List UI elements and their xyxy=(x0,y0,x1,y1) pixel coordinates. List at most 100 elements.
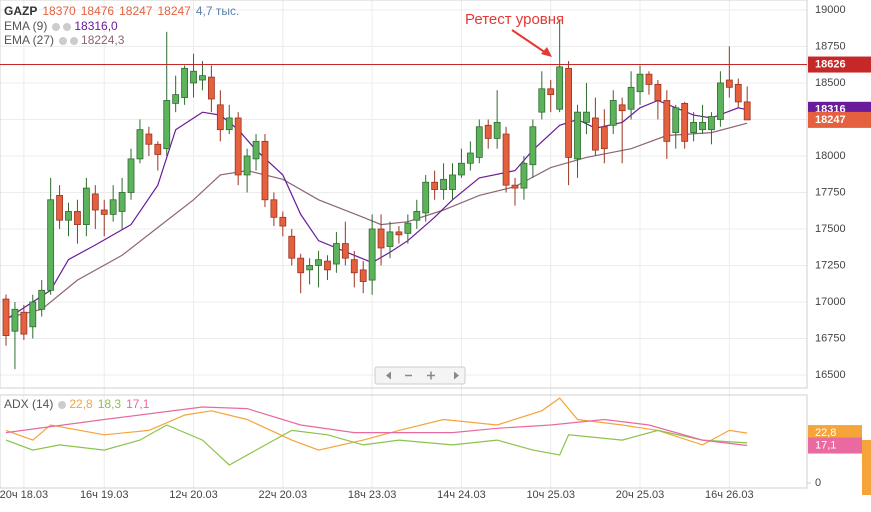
zoom-in[interactable] xyxy=(427,371,435,380)
open: 18370 xyxy=(42,4,76,18)
y-tick-label: 0 xyxy=(815,477,821,489)
candle-body xyxy=(565,67,572,158)
candle-body xyxy=(38,289,46,310)
candle-body xyxy=(413,211,421,221)
candle-body xyxy=(368,228,376,281)
candle-body xyxy=(422,181,430,214)
legend-value: 18224,3 xyxy=(81,33,125,47)
ema9-legend: EMA (9) 18316,0 xyxy=(4,19,123,33)
nav-buttons xyxy=(374,366,466,385)
candle-body xyxy=(600,126,608,150)
candle-body xyxy=(574,111,581,160)
candle-body xyxy=(708,116,715,131)
eye-icon[interactable] xyxy=(52,22,61,31)
candle-body xyxy=(29,301,37,328)
legend-name: EMA (9) xyxy=(4,19,48,33)
candle-body xyxy=(743,101,751,121)
candle-body xyxy=(261,140,269,201)
scroll-right[interactable] xyxy=(454,371,459,380)
candle-body xyxy=(609,100,617,126)
x-tick-label: 22ч 20.03 xyxy=(259,489,308,501)
candle-body xyxy=(109,199,117,215)
nav-bar xyxy=(374,366,466,385)
candle-body xyxy=(493,121,501,139)
x-tick-label: 16ч 19.03 xyxy=(80,489,129,501)
candle-body xyxy=(20,311,28,335)
candle-body xyxy=(636,73,644,93)
candle-body xyxy=(672,107,680,133)
candle-body xyxy=(145,133,153,145)
eye-icon[interactable] xyxy=(59,36,68,45)
candle-body xyxy=(82,187,90,225)
candle-body xyxy=(502,133,510,186)
candle-body xyxy=(449,174,456,190)
scroll-left[interactable] xyxy=(386,371,391,380)
close-tag: 18247 xyxy=(815,114,846,126)
adx-line xyxy=(5,397,748,451)
candle-body xyxy=(717,82,724,120)
candle-body xyxy=(583,111,590,123)
candle-body xyxy=(725,79,733,88)
legend-value: 18,3 xyxy=(97,397,122,411)
candle-body xyxy=(734,84,742,103)
candle-body xyxy=(181,67,189,98)
ema-line xyxy=(5,99,748,321)
level-tag-bg xyxy=(808,56,871,73)
gear-icon[interactable] xyxy=(58,400,67,409)
candle-body xyxy=(199,75,206,81)
candle-body xyxy=(663,100,671,142)
y-tick-label: 16750 xyxy=(815,332,846,344)
x-tick-label: 16ч 26.03 xyxy=(705,489,754,501)
candle-body xyxy=(341,243,349,259)
candle-body xyxy=(297,257,305,274)
candle-body xyxy=(279,216,287,227)
candle-body xyxy=(2,298,10,336)
candle-body xyxy=(47,199,55,291)
x-tick-label: 20ч 25.03 xyxy=(616,489,665,501)
candle-body xyxy=(306,265,314,271)
level-tag: 18626 xyxy=(815,58,846,70)
candle-body xyxy=(529,126,537,166)
candle-body xyxy=(333,243,340,265)
symbol: GAZP xyxy=(4,4,38,18)
gear-icon[interactable] xyxy=(70,36,79,45)
candle-body xyxy=(466,152,474,164)
annotation-arrowhead xyxy=(541,47,552,57)
candle-body xyxy=(556,66,564,110)
high: 18476 xyxy=(80,4,115,18)
x-tick-label: 18ч 23.03 xyxy=(348,489,397,501)
candle-body xyxy=(91,193,99,211)
candle-body xyxy=(350,259,358,274)
candle-body xyxy=(11,308,19,332)
adx-tag-bg xyxy=(808,437,862,454)
candle-body xyxy=(207,76,215,100)
candle-body xyxy=(172,94,180,104)
candle-body xyxy=(65,211,72,221)
adx-tag: 22,8 xyxy=(815,427,836,439)
gear-icon[interactable] xyxy=(63,22,72,31)
scroll-handle[interactable] xyxy=(862,440,871,495)
y-tick-label: 18500 xyxy=(815,77,846,89)
candle-body xyxy=(520,162,528,189)
ema-line xyxy=(5,122,748,319)
adx-tag: 17,1 xyxy=(815,439,836,451)
x-tick-label: 10ч 25.03 xyxy=(526,489,575,501)
candle-body xyxy=(458,162,465,176)
adx-tag-bg xyxy=(808,425,862,442)
candle-body xyxy=(252,140,260,160)
candle-body xyxy=(699,121,706,131)
close: 18247 xyxy=(157,4,191,18)
candle-body xyxy=(324,260,331,271)
candle-body xyxy=(270,199,278,218)
candle-body xyxy=(359,269,367,282)
y-tick-label: 17000 xyxy=(815,296,846,308)
adx-legend: ADX (14) 22,8 18,3 17,1 xyxy=(4,397,154,411)
y-tick-label: 17500 xyxy=(815,223,846,235)
y-tick-label: 17250 xyxy=(815,259,846,271)
low: 18247 xyxy=(119,4,153,18)
x-tick-label: 12ч 20.03 xyxy=(169,489,218,501)
candle-body xyxy=(118,192,126,212)
candle-body xyxy=(547,88,555,96)
candle-body xyxy=(538,88,546,113)
